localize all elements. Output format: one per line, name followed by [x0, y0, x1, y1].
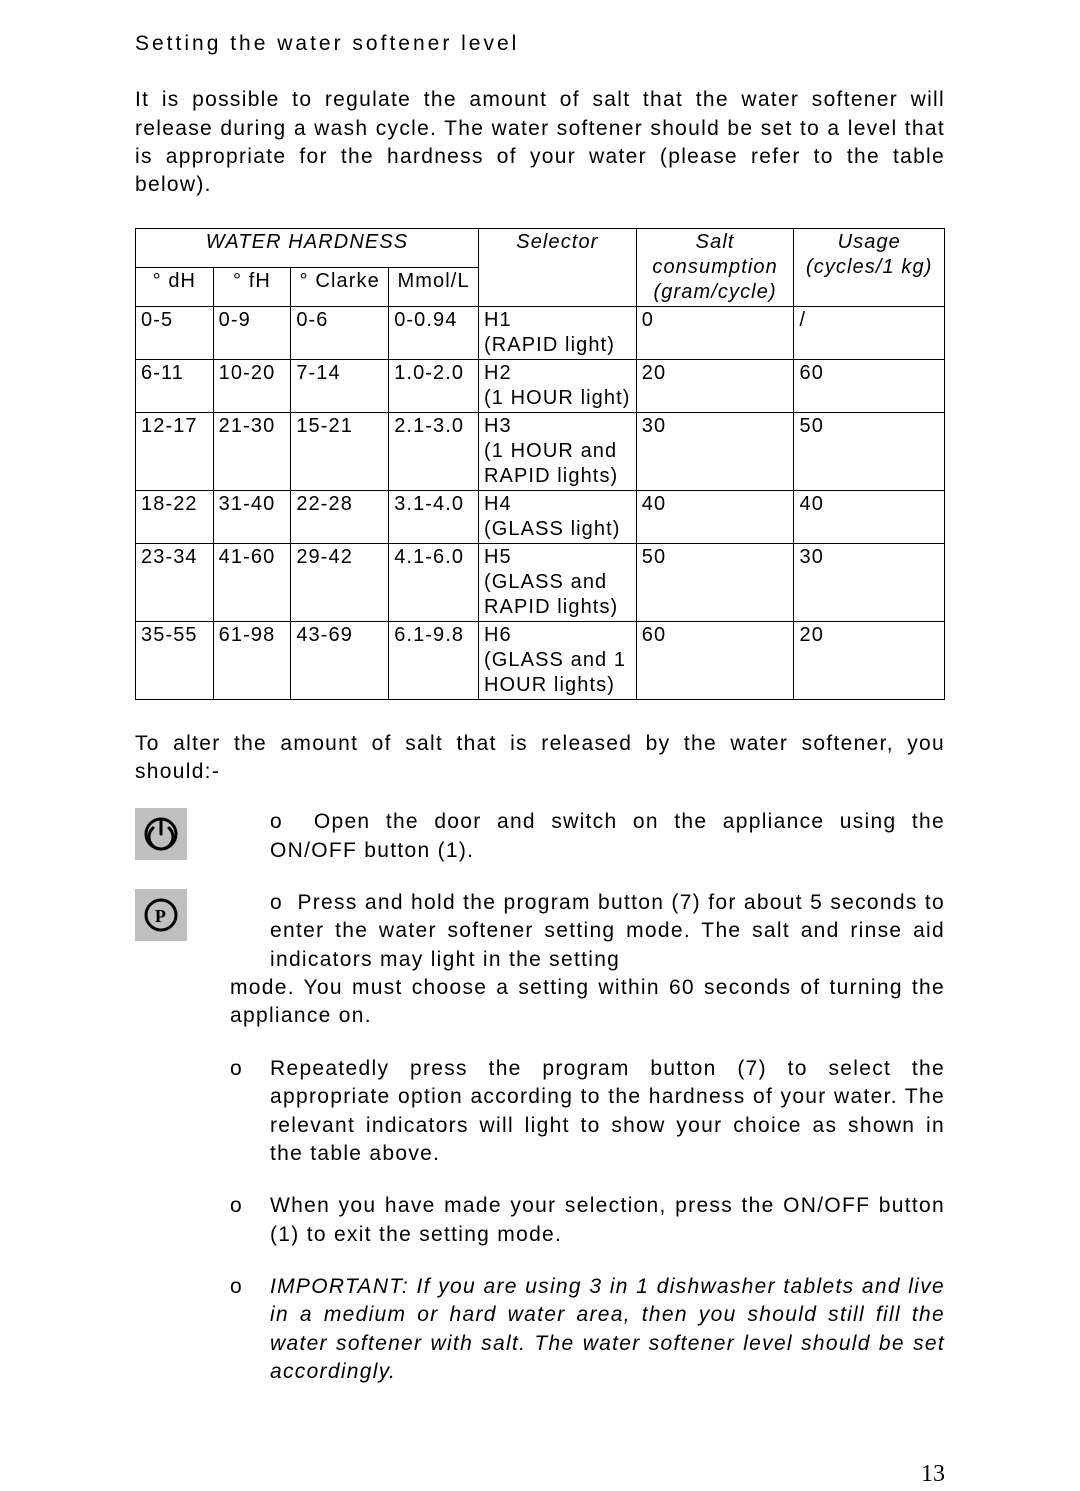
bullet: o — [230, 1192, 243, 1220]
after-table-text: To alter the amount of salt that is rele… — [135, 730, 945, 787]
table-cell-usage: 20 — [794, 621, 945, 699]
table-cell-mmol: 6.1-9.8 — [389, 621, 479, 699]
page-number: 13 — [135, 1458, 945, 1490]
step-4-text: When you have made your selection, press… — [270, 1194, 945, 1245]
table-cell-usage: 40 — [794, 490, 945, 543]
step-2-text-b: mode. You must choose a setting within 6… — [135, 974, 945, 1031]
bullet: o — [230, 1273, 243, 1301]
table-row: 18-2231-4022-283.1-4.0H4 (GLASS light)40… — [136, 490, 945, 543]
table-cell-usage: 50 — [794, 412, 945, 490]
table-row: 0-50-90-60-0.94H1 (RAPID light)0/ — [136, 306, 945, 359]
table-cell-mmol: 3.1-4.0 — [389, 490, 479, 543]
table-cell-fh: 61-98 — [213, 621, 291, 699]
table-cell-usage: / — [794, 306, 945, 359]
table-cell-dh: 18-22 — [136, 490, 214, 543]
water-hardness-table: WATER HARDNESS Selector Salt consumption… — [135, 228, 945, 700]
program-icon: P — [135, 889, 187, 941]
table-cell-clarke: 15-21 — [291, 412, 389, 490]
bullet: o — [270, 891, 283, 914]
header-fh: ° fH — [213, 267, 291, 306]
power-icon — [135, 808, 187, 860]
header-water-hardness: WATER HARDNESS — [136, 228, 479, 267]
header-dh: ° dH — [136, 267, 214, 306]
step-3-text: Repeatedly press the program button (7) … — [270, 1057, 945, 1165]
table-cell-selector: H5 (GLASS and RAPID lights) — [478, 543, 636, 621]
table-cell-salt: 20 — [636, 359, 794, 412]
step-1: o Open the door and switch on the applia… — [135, 808, 945, 865]
table-cell-salt: 0 — [636, 306, 794, 359]
table-cell-dh: 12-17 — [136, 412, 214, 490]
table-cell-clarke: 22-28 — [291, 490, 389, 543]
table-cell-clarke: 0-6 — [291, 306, 389, 359]
step-2-text-a: Press and hold the program button (7) fo… — [270, 891, 945, 971]
table-cell-mmol: 1.0-2.0 — [389, 359, 479, 412]
section-heading: Setting the water softener level — [135, 30, 945, 58]
page: Setting the water softener level It is p… — [0, 0, 1080, 1491]
table-cell-selector: H1 (RAPID light) — [478, 306, 636, 359]
step-2: P o Press and hold the program button (7… — [135, 889, 945, 1031]
table-cell-mmol: 0-0.94 — [389, 306, 479, 359]
header-salt: Salt consumption (gram/cycle) — [636, 228, 794, 306]
table-row: 23-3441-6029-424.1-6.0H5 (GLASS and RAPI… — [136, 543, 945, 621]
table-cell-fh: 31-40 — [213, 490, 291, 543]
table-row: 35-5561-9843-696.1-9.8H6 (GLASS and 1 HO… — [136, 621, 945, 699]
table-row: 6-1110-207-141.0-2.0H2 (1 HOUR light)206… — [136, 359, 945, 412]
table-cell-fh: 21-30 — [213, 412, 291, 490]
table-cell-fh: 10-20 — [213, 359, 291, 412]
table-cell-selector: H4 (GLASS light) — [478, 490, 636, 543]
table-cell-selector: H2 (1 HOUR light) — [478, 359, 636, 412]
table-cell-mmol: 4.1-6.0 — [389, 543, 479, 621]
table-cell-salt: 60 — [636, 621, 794, 699]
table-cell-salt: 40 — [636, 490, 794, 543]
header-selector: Selector — [478, 228, 636, 306]
table-cell-dh: 6-11 — [136, 359, 214, 412]
table-cell-clarke: 29-42 — [291, 543, 389, 621]
intro-paragraph: It is possible to regulate the amount of… — [135, 86, 945, 199]
table-cell-mmol: 2.1-3.0 — [389, 412, 479, 490]
table-cell-selector: H6 (GLASS and 1 HOUR lights) — [478, 621, 636, 699]
table-cell-usage: 60 — [794, 359, 945, 412]
table-cell-salt: 30 — [636, 412, 794, 490]
table-cell-usage: 30 — [794, 543, 945, 621]
table-cell-dh: 35-55 — [136, 621, 214, 699]
table-cell-clarke: 7-14 — [291, 359, 389, 412]
table-cell-fh: 0-9 — [213, 306, 291, 359]
bullet: o — [270, 810, 283, 833]
header-usage: Usage (cycles/1 kg) — [794, 228, 945, 306]
bullet: o — [230, 1055, 243, 1083]
step-5-text: IMPORTANT: If you are using 3 in 1 dishw… — [270, 1275, 945, 1383]
steps-list: o Open the door and switch on the applia… — [135, 808, 945, 1386]
table-cell-dh: 23-34 — [136, 543, 214, 621]
step-5: o IMPORTANT: If you are using 3 in 1 dis… — [135, 1273, 945, 1386]
header-clarke: ° Clarke — [291, 267, 389, 306]
table-header-row-1: WATER HARDNESS Selector Salt consumption… — [136, 228, 945, 267]
table-row: 12-1721-3015-212.1-3.0H3 (1 HOUR and RAP… — [136, 412, 945, 490]
table-cell-dh: 0-5 — [136, 306, 214, 359]
header-mmol: Mmol/L — [389, 267, 479, 306]
svg-text:P: P — [155, 906, 167, 926]
table-cell-selector: H3 (1 HOUR and RAPID lights) — [478, 412, 636, 490]
table-cell-salt: 50 — [636, 543, 794, 621]
step-3: o Repeatedly press the program button (7… — [135, 1055, 945, 1168]
table-cell-clarke: 43-69 — [291, 621, 389, 699]
step-1-text: Open the door and switch on the applianc… — [270, 810, 945, 861]
step-4: o When you have made your selection, pre… — [135, 1192, 945, 1249]
table-cell-fh: 41-60 — [213, 543, 291, 621]
